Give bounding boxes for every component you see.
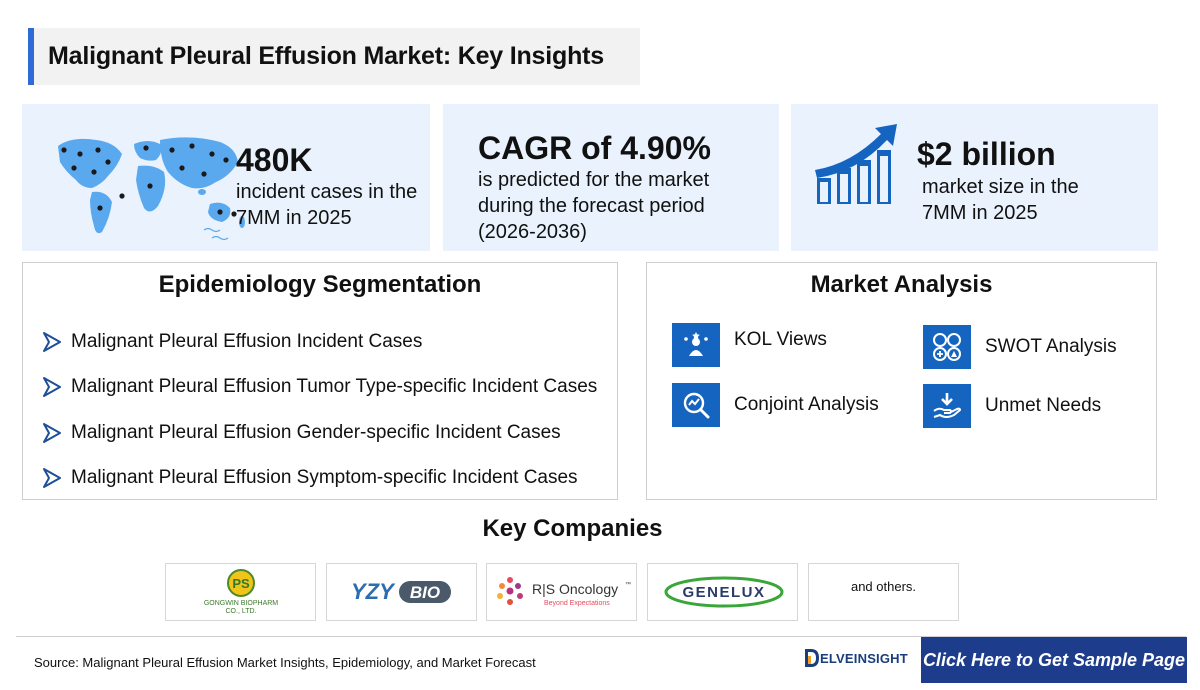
epidemiology-segmentation-panel: Epidemiology Segmentation Malignant Pleu… [22,262,618,500]
market-analysis-panel: Market Analysis KOL Views SWOT Analysis [646,262,1157,500]
delveinsight-d-icon [805,649,819,667]
stat-value: 480K [236,142,313,178]
conjoint-analysis-icon [672,383,720,427]
stat-card-incident-cases: 480K incident cases in the 7MM in 2025 [22,104,430,251]
market-analysis-label: Conjoint Analysis [734,394,879,415]
segment-list: Malignant Pleural Effusion Incident Case… [41,319,597,501]
stat-description: market size in the 7MM in 2025 [922,174,1079,226]
kol-views-icon [672,323,720,367]
stat-value: $2 billion [917,136,1056,172]
stat-line: is predicted for the market [478,169,710,191]
stat-card-market-size: $2 billion market size in the 7MM in 202… [791,104,1158,251]
company-logo-yzybio: YZY BIO [326,563,477,621]
yzybio-text: YZY [351,579,396,604]
page-title-banner: Malignant Pleural Effusion Market: Key I… [28,28,640,85]
gongwin-line2: CO., LTD. [225,608,256,615]
stat-value: CAGR of 4.90% [478,130,711,166]
stat-line: during the forecast period [478,195,705,217]
delveinsight-logo: ELVEINSIGHT [804,648,908,668]
genelux-logo-icon: GENELUX [664,576,783,608]
market-analysis-item-swot: SWOT Analysis [923,325,1117,369]
chevron-right-icon [43,377,61,398]
sample-page-button-label: Click Here to Get Sample Page [922,649,1186,670]
delveinsight-brand-text: ELVEINSIGHT [820,650,908,666]
company-logo-gongwin: PS GONGWIN BIOPHARM CO., LTD. [165,563,316,621]
key-companies-heading: Key Companies [482,515,663,542]
stat-line: 7MM in 2025 [922,202,1038,224]
panel-heading: Market Analysis [810,271,993,298]
stat-card-cagr: CAGR of 4.90% is predicted for the marke… [443,104,779,251]
yzybio-bio-text: BIO [409,583,439,602]
market-analysis-item-conjoint: Conjoint Analysis [672,383,879,427]
list-item: Malignant Pleural Effusion Tumor Type-sp… [41,365,597,411]
market-analysis-label: SWOT Analysis [985,336,1117,357]
market-analysis-item-kol: KOL Views [672,323,827,367]
gongwin-logo-icon: PS GONGWIN BIOPHARM CO., LTD. [203,569,278,615]
chevron-right-icon [43,422,61,443]
stat-description: incident cases in the 7MM in 2025 [236,179,417,231]
chevron-right-icon [43,331,61,352]
market-analysis-label: Unmet Needs [985,395,1102,416]
footer-divider [16,636,1186,637]
list-item-label: Malignant Pleural Effusion Tumor Type-sp… [71,376,598,398]
list-item-label: Malignant Pleural Effusion Gender-specif… [71,421,561,443]
gongwin-line1: GONGWIN BIOPHARM [203,600,277,607]
panel-heading: Epidemiology Segmentation [158,271,482,298]
others-label: and others. [850,579,917,594]
stat-line: 7MM in 2025 [236,207,352,229]
rs-oncology-text: R|S Oncology [532,581,618,597]
growth-chart-icon [815,124,897,204]
list-item: Malignant Pleural Effusion Incident Case… [41,319,597,365]
company-logo-rs-oncology: R|S Oncology ™ Beyond Expectations [486,563,637,621]
list-item: Malignant Pleural Effusion Symptom-speci… [41,456,597,502]
world-map-icon [58,137,245,241]
market-analysis-item-unmet: Unmet Needs [923,384,1101,428]
list-item-label: Malignant Pleural Effusion Symptom-speci… [71,467,578,489]
yzybio-logo-icon: YZY BIO [351,579,451,604]
stat-line: (2026-2036) [478,221,587,243]
stat-line: incident cases in the [236,181,418,203]
stat-description: is predicted for the market during the f… [478,167,709,245]
company-others: and others. [808,563,959,621]
unmet-needs-icon [923,384,971,428]
company-logo-genelux: GENELUX [647,563,798,621]
gongwin-mark: PS [232,576,250,591]
chevron-right-icon [43,468,61,489]
rs-oncology-tagline: Beyond Expectations [544,600,610,607]
sample-page-button[interactable]: Click Here to Get Sample Page [921,637,1187,683]
genelux-text: GENELUX [682,584,765,601]
list-item: Malignant Pleural Effusion Gender-specif… [41,410,597,456]
rs-oncology-logo-icon: R|S Oncology ™ Beyond Expectations [496,577,631,607]
rs-oncology-tm: ™ [625,581,631,588]
stat-line: market size in the [922,176,1079,198]
page-title: Malignant Pleural Effusion Market: Key I… [48,42,604,70]
swot-icon [923,325,971,369]
list-item-label: Malignant Pleural Effusion Incident Case… [71,330,423,352]
market-analysis-label: KOL Views [734,329,827,350]
source-note: Source: Malignant Pleural Effusion Marke… [34,655,536,670]
